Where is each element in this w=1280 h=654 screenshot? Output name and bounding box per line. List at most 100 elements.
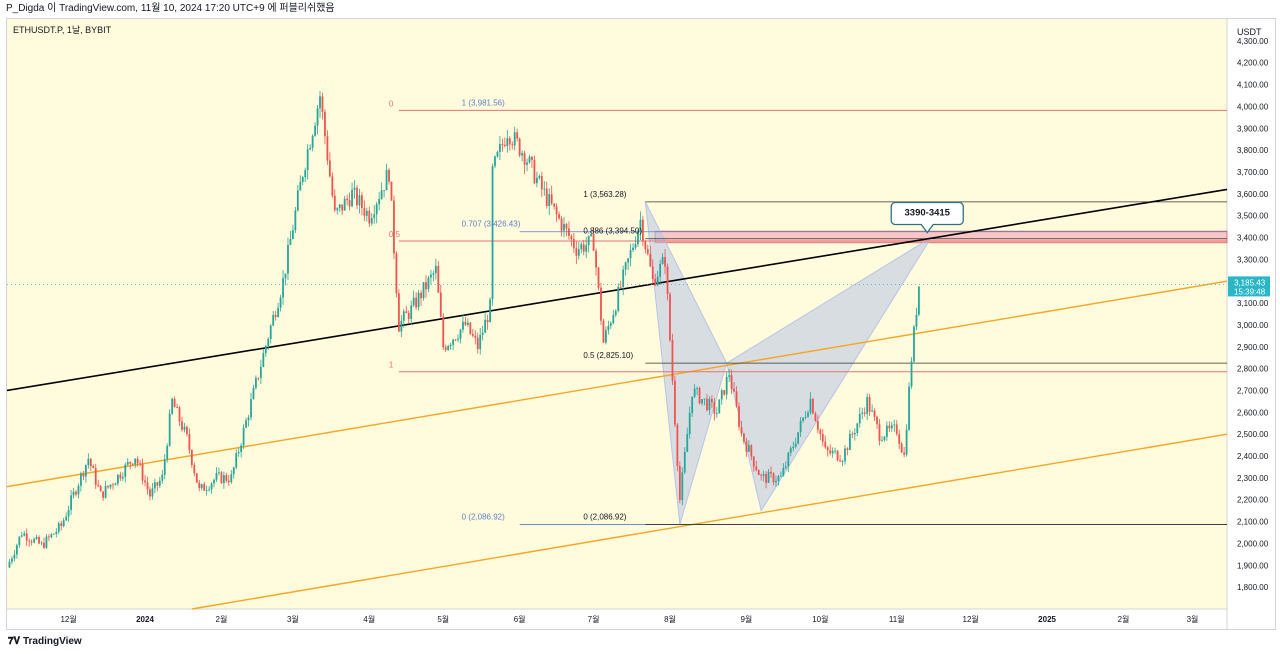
candle-body[interactable] xyxy=(703,398,706,400)
candle-body[interactable] xyxy=(208,489,211,491)
candle-body[interactable] xyxy=(188,434,191,451)
candle-body[interactable] xyxy=(393,200,395,254)
candle-body[interactable] xyxy=(469,322,472,334)
candle-body[interactable] xyxy=(836,450,839,461)
candle-body[interactable] xyxy=(321,96,324,112)
candle-body[interactable] xyxy=(876,416,878,425)
candle-body[interactable] xyxy=(770,471,772,474)
candle-body[interactable] xyxy=(222,475,225,484)
candle-body[interactable] xyxy=(863,412,866,414)
candle-body[interactable] xyxy=(637,231,639,245)
candle-body[interactable] xyxy=(893,424,896,426)
candle-body[interactable] xyxy=(319,96,321,109)
candle-body[interactable] xyxy=(641,219,644,242)
candle-body[interactable] xyxy=(203,484,206,491)
candle-body[interactable] xyxy=(459,329,462,339)
candle-body[interactable] xyxy=(743,433,745,442)
candle-body[interactable] xyxy=(8,561,11,568)
candle-body[interactable] xyxy=(646,249,649,254)
candle-body[interactable] xyxy=(343,198,346,211)
candle-body[interactable] xyxy=(390,181,393,201)
candle-body[interactable] xyxy=(624,262,627,270)
candle-body[interactable] xyxy=(701,399,703,404)
candle-body[interactable] xyxy=(279,297,282,308)
candle-body[interactable] xyxy=(481,332,484,335)
candle-body[interactable] xyxy=(97,484,100,486)
candle-body[interactable] xyxy=(706,398,708,411)
candle-body[interactable] xyxy=(506,138,509,146)
candle-body[interactable] xyxy=(35,537,38,539)
candle-body[interactable] xyxy=(338,204,341,209)
tradingview-logo[interactable]: 𝟕𝐕 TradingView xyxy=(8,636,82,647)
candle-body[interactable] xyxy=(750,445,753,457)
candle-body[interactable] xyxy=(400,320,403,332)
candle-body[interactable] xyxy=(28,540,31,542)
candle-body[interactable] xyxy=(245,420,247,428)
candle-body[interactable] xyxy=(710,398,713,403)
candle-body[interactable] xyxy=(523,153,526,165)
candle-body[interactable] xyxy=(718,399,721,414)
candle-body[interactable] xyxy=(849,433,851,451)
candle-body[interactable] xyxy=(15,545,18,555)
candle-body[interactable] xyxy=(563,224,565,231)
candle-body[interactable] xyxy=(235,453,238,468)
candle-body[interactable] xyxy=(602,320,605,343)
candle-body[interactable] xyxy=(444,347,447,350)
candle-body[interactable] xyxy=(651,266,654,279)
candle-body[interactable] xyxy=(816,421,819,430)
candle-body[interactable] xyxy=(183,426,186,430)
candle-body[interactable] xyxy=(661,256,664,264)
candle-body[interactable] xyxy=(353,187,356,190)
candle-body[interactable] xyxy=(915,314,918,327)
candle-body[interactable] xyxy=(161,474,164,481)
candle-body[interactable] xyxy=(587,235,590,246)
candle-body[interactable] xyxy=(846,448,849,451)
candle-body[interactable] xyxy=(600,287,602,321)
candle-body[interactable] xyxy=(274,314,277,317)
candle-body[interactable] xyxy=(227,480,230,483)
candle-body[interactable] xyxy=(560,218,563,231)
candle-body[interactable] xyxy=(102,491,105,498)
candle-body[interactable] xyxy=(55,531,58,534)
candle-body[interactable] xyxy=(656,276,659,286)
candle-body[interactable] xyxy=(553,203,556,207)
candle-body[interactable] xyxy=(533,159,536,184)
candle-body[interactable] xyxy=(765,473,768,483)
candle-body[interactable] xyxy=(496,151,499,157)
candle-body[interactable] xyxy=(417,292,420,308)
candle-body[interactable] xyxy=(735,391,738,407)
candle-body[interactable] xyxy=(89,458,92,467)
candle-body[interactable] xyxy=(619,286,622,288)
candle-body[interactable] xyxy=(109,484,112,488)
candle-body[interactable] xyxy=(287,244,289,274)
candle-body[interactable] xyxy=(535,177,538,184)
candle-body[interactable] xyxy=(513,132,516,146)
candle-body[interactable] xyxy=(617,286,620,312)
candle-body[interactable] xyxy=(913,326,915,362)
candle-body[interactable] xyxy=(52,533,55,535)
candle-body[interactable] xyxy=(644,241,647,250)
candle-body[interactable] xyxy=(149,489,151,497)
candle-body[interactable] xyxy=(250,399,252,418)
candle-body[interactable] xyxy=(363,207,366,216)
candle-body[interactable] xyxy=(575,248,578,256)
candle-body[interactable] xyxy=(612,315,615,324)
candle-body[interactable] xyxy=(548,194,551,207)
candle-body[interactable] xyxy=(819,429,822,434)
candle-body[interactable] xyxy=(107,485,109,488)
candle-body[interactable] xyxy=(368,210,371,224)
candle-body[interactable] xyxy=(858,413,861,424)
candle-body[interactable] xyxy=(634,244,637,248)
candle-body[interactable] xyxy=(839,460,841,462)
trend-line[interactable] xyxy=(6,188,1228,392)
candle-body[interactable] xyxy=(316,108,319,126)
candle-body[interactable] xyxy=(693,388,696,397)
candle-body[interactable] xyxy=(333,195,336,211)
candle-body[interactable] xyxy=(328,160,331,177)
candle-body[interactable] xyxy=(733,388,735,392)
candle-body[interactable] xyxy=(112,484,114,486)
candle-body[interactable] xyxy=(18,536,21,546)
candle-body[interactable] xyxy=(284,273,287,279)
candle-body[interactable] xyxy=(67,509,70,517)
price-chart[interactable]: 0 0.5 1 1 (3,981.56) 0.707 (3,426.43) 0 (2,08… xyxy=(6,19,1275,629)
